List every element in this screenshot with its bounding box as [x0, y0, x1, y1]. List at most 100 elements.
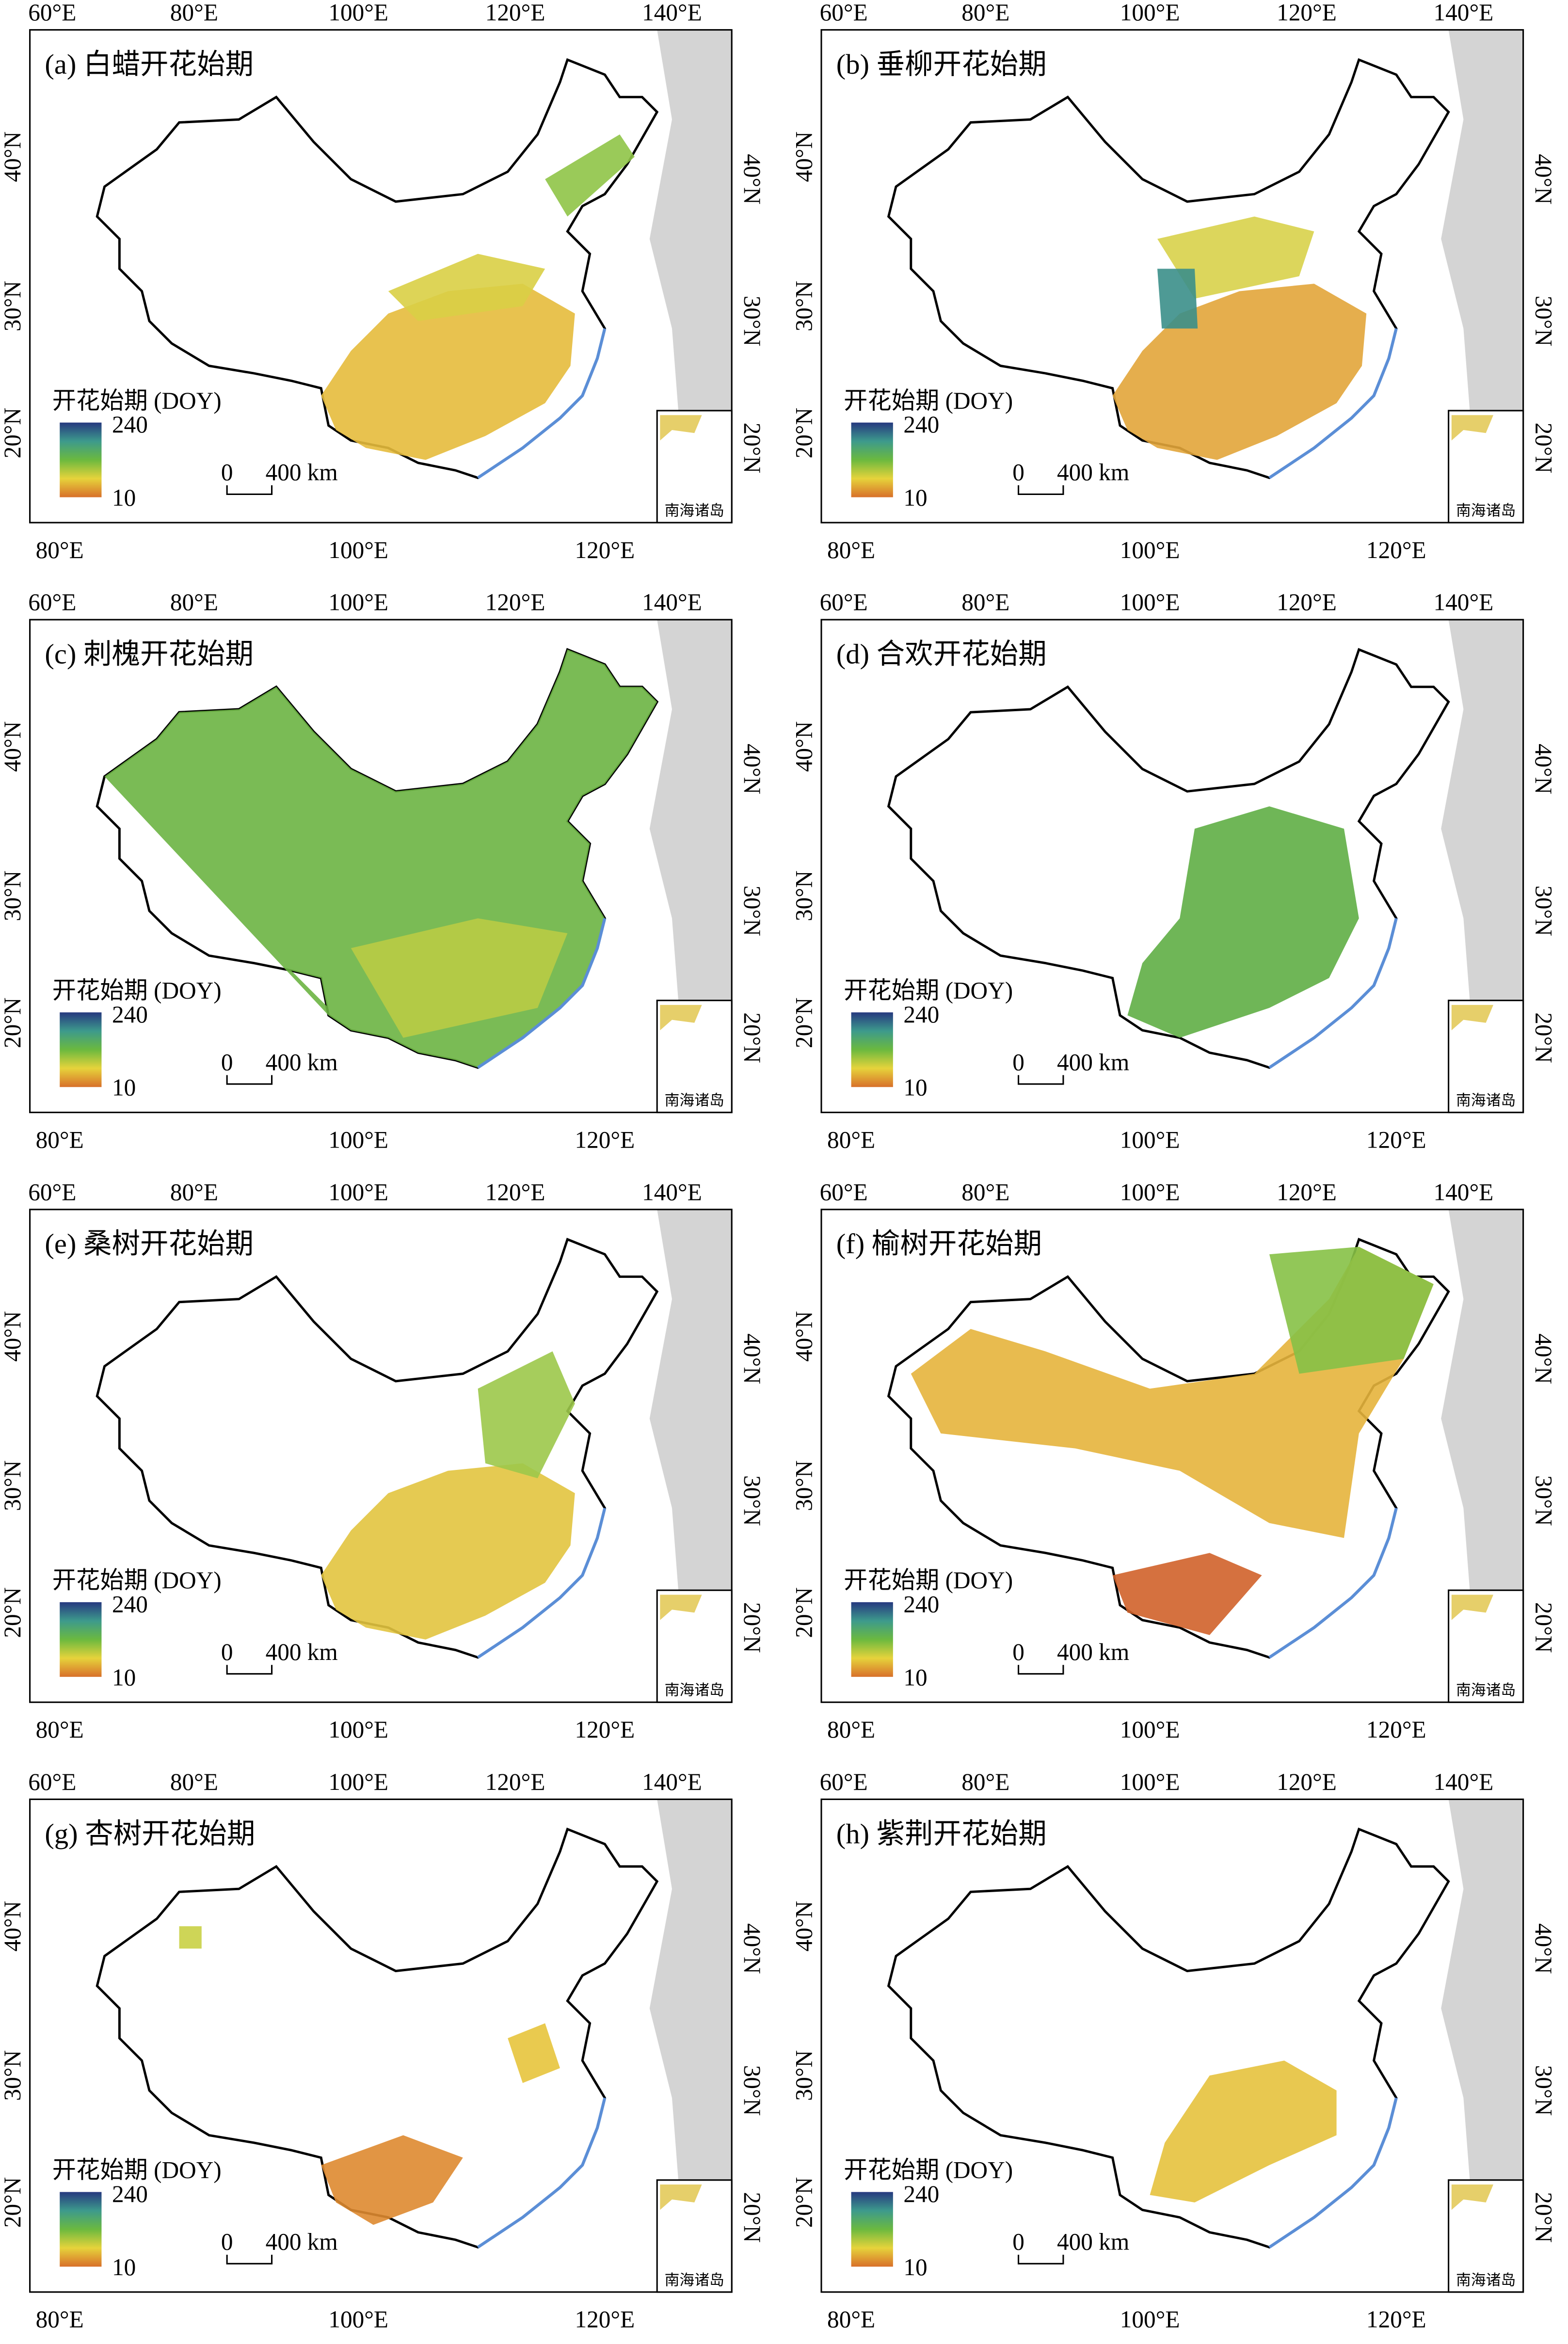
lat-label-left: 30°N: [791, 2050, 817, 2101]
colorbar-title: 开花始期 (DOY): [844, 1567, 1013, 1594]
lat-label-right: 30°N: [739, 886, 766, 937]
lat-label-right: 40°N: [1530, 1334, 1557, 1385]
map-frame: [29, 619, 733, 1114]
lat-label-right: 20°N: [1530, 2192, 1557, 2243]
neighbor-land: [1441, 1799, 1523, 2292]
colorbar-title: 开花始期 (DOY): [52, 387, 222, 414]
neighbor-land: [1441, 30, 1523, 523]
lon-label-bottom: 100°E: [1120, 1716, 1180, 1743]
coastline: [1268, 1508, 1398, 1659]
lat-label-right: 20°N: [1530, 1602, 1557, 1653]
lat-label-right: 40°N: [739, 154, 766, 205]
colorbar-max: 240: [903, 411, 939, 438]
lat-label-right: 40°N: [739, 1334, 766, 1385]
lat-label-left: 30°N: [791, 281, 817, 332]
lon-label-bottom: 100°E: [328, 537, 388, 563]
panel-title: (e) 桑树开花始期: [45, 1228, 254, 1260]
lon-label-top: 120°E: [1277, 1179, 1337, 1205]
lat-label-right: 30°N: [739, 296, 766, 347]
map-frame: [820, 29, 1524, 524]
lon-label-top: 60°E: [28, 589, 76, 616]
coastline: [1268, 328, 1398, 479]
lon-label-top: 140°E: [1434, 0, 1494, 26]
map-frame: [29, 29, 733, 524]
lon-label-top: 60°E: [820, 1769, 868, 1795]
lon-label-bottom: 120°E: [575, 1716, 635, 1743]
scale-bar: [1018, 2254, 1064, 2264]
scale-distance: 400 km: [266, 1049, 338, 1075]
inset-label: 南海诸岛: [665, 1092, 724, 1109]
lon-label-bottom: 100°E: [328, 2306, 388, 2333]
scale-distance: 400 km: [266, 1639, 338, 1665]
colorbar: [851, 1602, 893, 1677]
lon-label-top: 60°E: [820, 1179, 868, 1205]
colorbar: [60, 422, 102, 497]
colorbar-min: 10: [903, 1074, 927, 1101]
panel-title: (f) 榆树开花始期: [836, 1228, 1042, 1260]
map-frame: [820, 619, 1524, 1114]
lon-label-top: 100°E: [1120, 0, 1180, 26]
inset-label: 南海诸岛: [665, 1682, 724, 1699]
lon-label-top: 80°E: [961, 0, 1009, 26]
lat-label-left: 40°N: [0, 1901, 26, 1952]
phenology-area: [179, 1926, 202, 1949]
colorbar-max: 240: [903, 2181, 939, 2207]
lon-label-top: 120°E: [1277, 589, 1337, 616]
lat-label-right: 30°N: [1530, 886, 1557, 937]
lat-label-left: 20°N: [791, 2177, 817, 2228]
lon-label-top: 140°E: [1434, 589, 1494, 616]
panel-title: (b) 垂柳开花始期: [836, 48, 1047, 80]
lat-label-left: 40°N: [791, 131, 817, 182]
lat-label-left: 30°N: [791, 1460, 817, 1511]
scale-distance: 400 km: [1057, 1049, 1129, 1075]
lon-label-bottom: 80°E: [36, 1127, 84, 1153]
lat-label-left: 30°N: [0, 2050, 26, 2101]
lon-label-bottom: 80°E: [827, 1716, 875, 1743]
lon-label-bottom: 100°E: [328, 1127, 388, 1153]
colorbar-min: 10: [112, 2254, 136, 2280]
lat-label-right: 30°N: [1530, 2065, 1557, 2116]
lon-label-top: 120°E: [485, 1179, 545, 1205]
colorbar-title: 开花始期 (DOY): [52, 977, 222, 1004]
scale-zero: 0: [221, 1639, 233, 1665]
scale-distance: 400 km: [1057, 1639, 1129, 1665]
colorbar-min: 10: [903, 484, 927, 511]
lon-label-top: 120°E: [1277, 1769, 1337, 1795]
lat-label-left: 30°N: [0, 1460, 26, 1511]
lon-label-top: 80°E: [170, 589, 218, 616]
scale-distance: 400 km: [1057, 459, 1129, 486]
colorbar-title: 开花始期 (DOY): [52, 2157, 222, 2184]
phenology-area: [1127, 806, 1359, 1038]
lat-label-left: 40°N: [0, 131, 26, 182]
colorbar-min: 10: [903, 1664, 927, 1690]
colorbar-min: 10: [112, 484, 136, 511]
neighbor-land: [649, 1799, 732, 2292]
lon-label-bottom: 120°E: [1366, 1127, 1426, 1153]
scale-zero: 0: [1012, 459, 1024, 486]
lon-label-bottom: 80°E: [36, 2306, 84, 2333]
phenology-area: [545, 134, 635, 217]
lon-label-top: 140°E: [1434, 1179, 1494, 1205]
lon-label-bottom: 80°E: [36, 537, 84, 563]
panel-title: (g) 杏树开花始期: [45, 1818, 255, 1850]
inset-map: [660, 2185, 702, 2210]
lon-label-top: 140°E: [642, 1769, 702, 1795]
colorbar: [60, 1602, 102, 1677]
lat-label-right: 20°N: [1530, 1012, 1557, 1063]
scale-zero: 0: [1012, 1639, 1024, 1665]
lat-label-left: 20°N: [791, 1587, 817, 1638]
lon-label-top: 80°E: [961, 1769, 1009, 1795]
inset-label: 南海诸岛: [1456, 1682, 1516, 1699]
neighbor-land: [649, 1209, 732, 1703]
lon-label-bottom: 80°E: [827, 1127, 875, 1153]
lat-label-left: 40°N: [791, 1901, 817, 1952]
map-frame: [820, 1209, 1524, 1703]
inset-map: [660, 1005, 702, 1031]
lon-label-top: 80°E: [170, 1769, 218, 1795]
phenology-area: [508, 2023, 560, 2083]
coastline: [477, 1508, 607, 1659]
